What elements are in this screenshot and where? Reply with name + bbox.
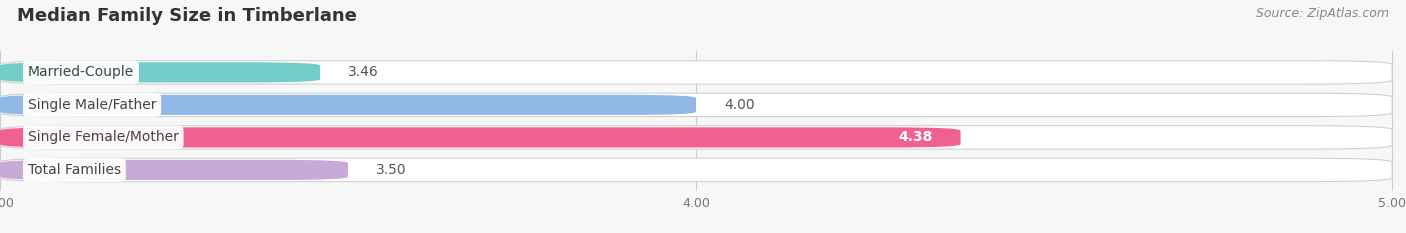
Text: 4.38: 4.38 [898, 130, 932, 144]
Text: Married-Couple: Married-Couple [28, 65, 134, 79]
FancyBboxPatch shape [0, 93, 1392, 116]
FancyBboxPatch shape [0, 95, 696, 115]
Text: Source: ZipAtlas.com: Source: ZipAtlas.com [1256, 7, 1389, 20]
FancyBboxPatch shape [0, 158, 1392, 182]
FancyBboxPatch shape [0, 62, 321, 82]
Text: Total Families: Total Families [28, 163, 121, 177]
FancyBboxPatch shape [0, 160, 349, 180]
Text: Single Female/Mother: Single Female/Mother [28, 130, 179, 144]
FancyBboxPatch shape [0, 126, 1392, 149]
FancyBboxPatch shape [0, 61, 1392, 84]
Text: 4.00: 4.00 [724, 98, 755, 112]
FancyBboxPatch shape [0, 127, 960, 147]
Text: Single Male/Father: Single Male/Father [28, 98, 156, 112]
Text: 3.50: 3.50 [375, 163, 406, 177]
Text: 3.46: 3.46 [349, 65, 378, 79]
Text: Median Family Size in Timberlane: Median Family Size in Timberlane [17, 7, 357, 25]
